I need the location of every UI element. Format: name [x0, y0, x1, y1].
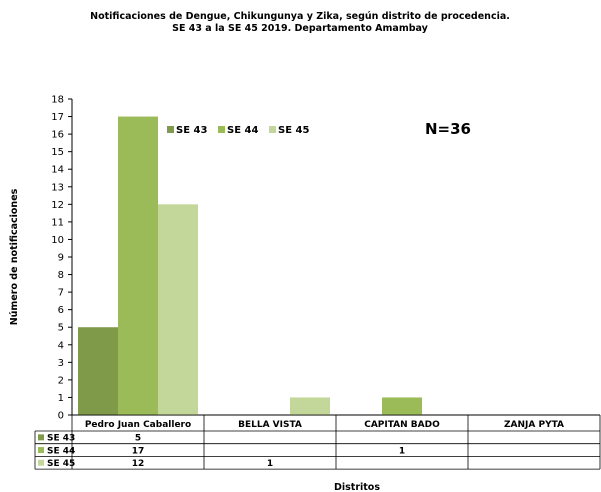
legend: SE 43 SE 44 SE 45 — [167, 125, 309, 136]
chart-title-line1: Notificaciones de Dengue, Chikungunya y … — [90, 11, 510, 22]
y-tick-label: 16 — [51, 130, 64, 141]
y-tick-label: 18 — [51, 95, 64, 106]
legend-swatch — [218, 126, 225, 133]
bars — [78, 116, 422, 416]
bar-se-44 — [118, 116, 158, 416]
y-axis-title: Número de notificaciones — [9, 188, 20, 325]
table-row-swatch — [38, 447, 44, 454]
y-tick-label: 12 — [51, 200, 64, 211]
legend-label: SE 43 — [176, 125, 207, 136]
category-label: Pedro Juan Caballero — [85, 420, 191, 430]
bar-se-45 — [158, 204, 198, 415]
category-label: ZANJA PYTA — [504, 420, 564, 430]
table-row-label: SE 45 — [47, 459, 75, 469]
table-row-swatch — [38, 434, 44, 441]
y-tick-label: 3 — [58, 358, 64, 369]
y-tick-label: 4 — [58, 340, 64, 351]
data-table: Pedro Juan Caballero BELLA VISTA CAPITAN B… — [34, 414, 601, 470]
legend-swatch — [167, 126, 174, 133]
y-tick-label: 1 — [58, 393, 64, 404]
category-label: BELLA VISTA — [238, 420, 302, 430]
chart-title-line2: SE 43 a la SE 45 2019. Departamento Amam… — [172, 23, 429, 34]
table-row-swatch — [38, 459, 44, 466]
table-cell-value: 12 — [132, 459, 145, 469]
y-tick-label: 17 — [51, 112, 64, 123]
bar-se-43 — [78, 327, 118, 415]
y-tick-label: 11 — [51, 217, 64, 228]
x-axis-title: Distritos — [334, 482, 380, 492]
y-tick-label: 0 — [58, 411, 64, 422]
y-tick-label: 13 — [51, 182, 64, 193]
bar-se-45 — [290, 397, 330, 415]
table-cell-value: 1 — [399, 446, 405, 456]
n-annotation: N=36 — [425, 120, 471, 138]
y-tick-label: 14 — [51, 165, 64, 176]
bar-se-44 — [382, 397, 422, 415]
table-row-label: SE 44 — [47, 446, 75, 456]
category-label: CAPITAN BADO — [364, 420, 440, 430]
y-tick-label: 7 — [58, 288, 64, 299]
y-tick-label: 10 — [51, 235, 64, 246]
table-cell-value: 1 — [267, 459, 273, 469]
y-tick-label: 8 — [58, 270, 64, 281]
y-tick-label: 15 — [51, 147, 64, 158]
legend-label: SE 44 — [227, 125, 258, 136]
legend-swatch — [269, 126, 276, 133]
table-cell-value: 5 — [135, 434, 141, 444]
y-tick-label: 2 — [58, 375, 64, 386]
legend-label: SE 45 — [278, 125, 309, 136]
table-row-label: SE 43 — [47, 434, 75, 444]
y-tick-label: 5 — [58, 323, 64, 334]
table-cell-value: 17 — [132, 446, 145, 456]
y-tick-label: 6 — [58, 305, 64, 316]
y-tick-label: 9 — [58, 253, 64, 264]
